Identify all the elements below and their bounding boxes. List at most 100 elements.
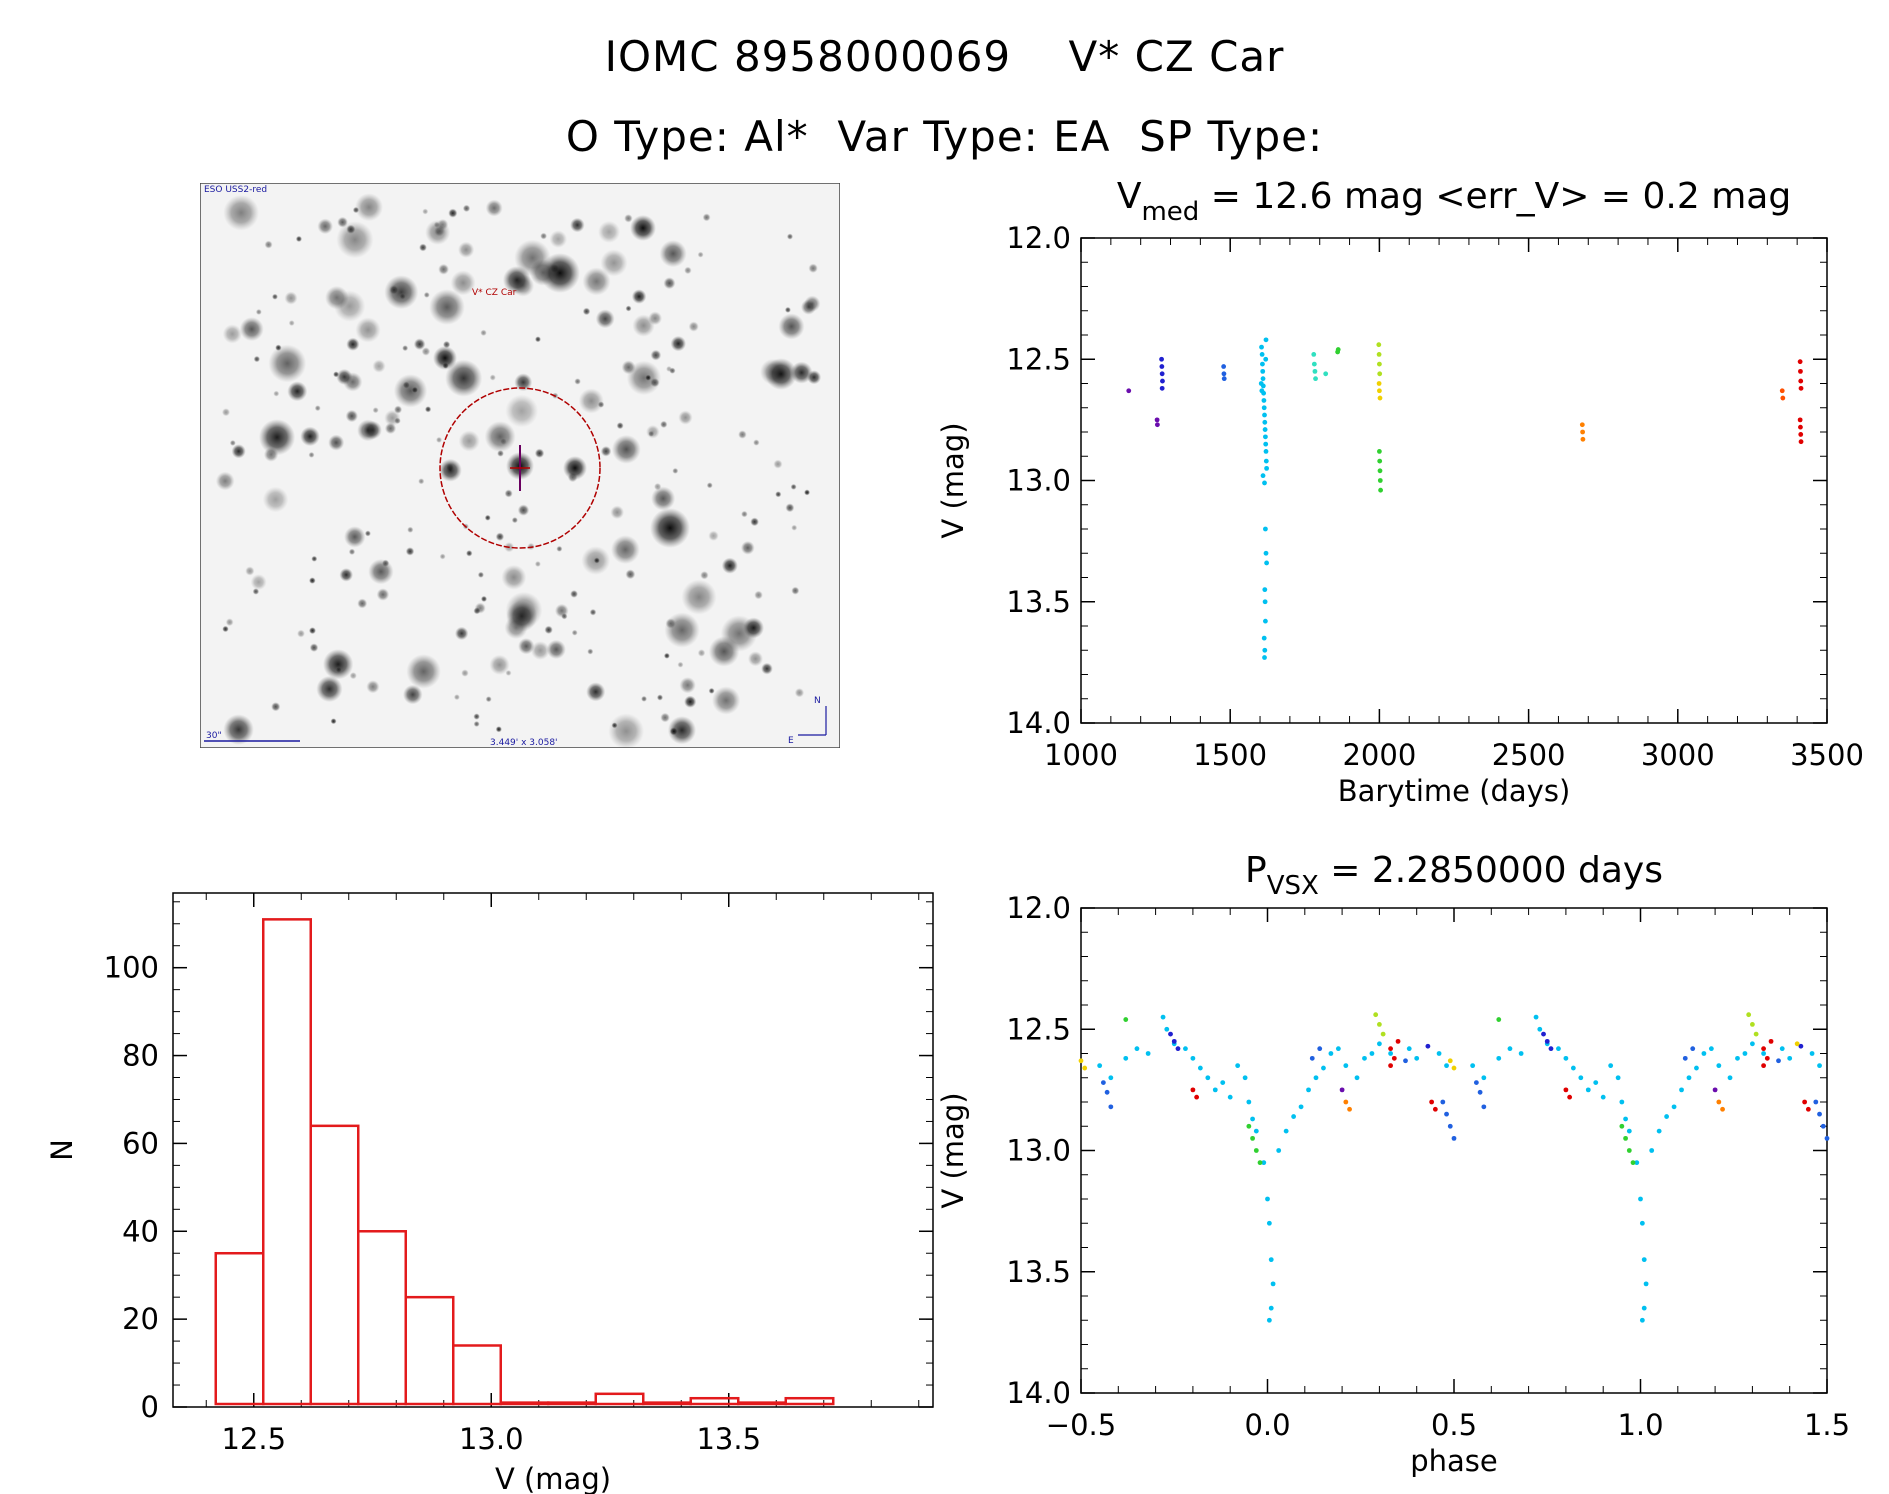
star — [438, 458, 462, 482]
star — [593, 557, 600, 564]
phased-data-point — [1306, 1087, 1311, 1093]
phased-y-tick-label: 13.0 — [1006, 1134, 1071, 1168]
star — [245, 566, 255, 576]
lightcurve-data-point — [1159, 364, 1165, 369]
phased-data-point — [1802, 1099, 1808, 1105]
star — [570, 217, 585, 233]
phased-data-point — [1626, 1128, 1632, 1134]
star — [372, 359, 386, 373]
phased-data-point — [1451, 1135, 1457, 1141]
lightcurve-data-point — [1323, 371, 1329, 377]
star — [791, 524, 798, 531]
star — [800, 299, 817, 315]
phased-data-point — [1168, 1031, 1173, 1037]
lightcurve-x-tick-label: 2000 — [1342, 738, 1416, 772]
star — [421, 347, 431, 356]
star — [284, 291, 298, 305]
star — [357, 419, 379, 442]
star — [530, 641, 550, 660]
lightcurve-data-point — [1798, 378, 1804, 384]
phased-title: PVSX = 2.2850000 days — [1245, 850, 1663, 901]
target-circle — [439, 387, 601, 549]
histogram-bar — [499, 1401, 550, 1406]
star — [288, 320, 295, 327]
lightcurve-data-point — [1311, 361, 1317, 367]
star — [684, 695, 697, 708]
star — [402, 345, 409, 352]
lightcurve-data-point — [1377, 458, 1383, 464]
star — [485, 199, 503, 217]
lightcurve-x-tick-label: 1500 — [1193, 738, 1267, 772]
star — [505, 394, 539, 428]
star — [738, 430, 747, 439]
star — [631, 289, 647, 304]
star — [598, 220, 621, 243]
phased-plot-frame — [1080, 907, 1828, 1394]
star — [659, 240, 687, 268]
lightcurve-y-tick-label: 12.0 — [1006, 221, 1071, 255]
phased-data-point — [1567, 1094, 1573, 1100]
phased-data-point — [1194, 1094, 1200, 1100]
star — [389, 284, 399, 295]
star — [480, 595, 488, 603]
lightcurve-data-point — [1154, 422, 1160, 428]
star — [445, 359, 483, 397]
phased-data-point — [1097, 1063, 1103, 1069]
phased-data-point — [1556, 1046, 1561, 1052]
phased-data-point — [1339, 1087, 1345, 1093]
star — [448, 208, 458, 218]
star — [702, 213, 711, 222]
star — [670, 335, 687, 352]
phased-data-point — [1750, 1041, 1755, 1047]
phased-data-point — [1160, 1014, 1166, 1020]
star — [423, 291, 430, 298]
star — [656, 694, 664, 701]
star — [322, 649, 354, 680]
star — [372, 407, 379, 414]
histogram-bar — [642, 1401, 692, 1406]
star — [534, 336, 541, 343]
bright-star — [563, 456, 587, 480]
star — [239, 317, 264, 342]
lightcurve-data-point — [1376, 381, 1382, 386]
phased-x-tick-label: 1.5 — [1804, 1408, 1850, 1442]
lightcurve-data-point — [1263, 618, 1268, 624]
phased-data-point — [1242, 1075, 1248, 1081]
phased-data-point — [1682, 1055, 1688, 1061]
star — [384, 409, 401, 427]
histogram-x-tick-label: 13.0 — [459, 1422, 524, 1456]
star — [466, 550, 473, 557]
lightcurve-data-point — [1377, 468, 1383, 474]
star — [663, 277, 676, 290]
phased-data-point — [1343, 1099, 1349, 1105]
phased-data-point — [1291, 1114, 1297, 1119]
lightcurve-x-tick-label: 2500 — [1492, 738, 1566, 772]
phased-data-point — [1328, 1051, 1334, 1056]
star — [651, 486, 676, 511]
star — [549, 230, 568, 248]
lightcurve-data-point — [1313, 376, 1318, 382]
star — [743, 617, 765, 639]
lightcurve-data-point — [1797, 359, 1803, 365]
star — [450, 270, 476, 296]
lightcurve-data-point — [1221, 364, 1227, 369]
star — [600, 249, 628, 277]
histogram-y-tick-label: 80 — [122, 1039, 159, 1073]
star — [708, 530, 719, 542]
phased-data-point — [1664, 1114, 1670, 1119]
phased-data-point — [1164, 1026, 1170, 1032]
phased-data-point — [1541, 1031, 1546, 1037]
histogram-chart: 12.5 13.0 13.5 0 20 40 60 80 100 V (mag) N — [45, 892, 934, 1494]
histogram-bar — [214, 1251, 265, 1406]
lightcurve-data-point — [1311, 352, 1317, 357]
lightcurve-data-point — [1376, 342, 1382, 348]
phased-data-point — [1634, 1160, 1640, 1166]
phased-data-point — [1671, 1104, 1677, 1110]
star — [253, 355, 261, 363]
lightcurve-data-point — [1262, 480, 1267, 486]
star — [484, 514, 491, 521]
phased-data-point — [1403, 1058, 1408, 1064]
phased-x-tick-label: 0.0 — [1244, 1408, 1290, 1442]
phased-data-point — [1817, 1111, 1822, 1117]
star — [435, 436, 443, 443]
